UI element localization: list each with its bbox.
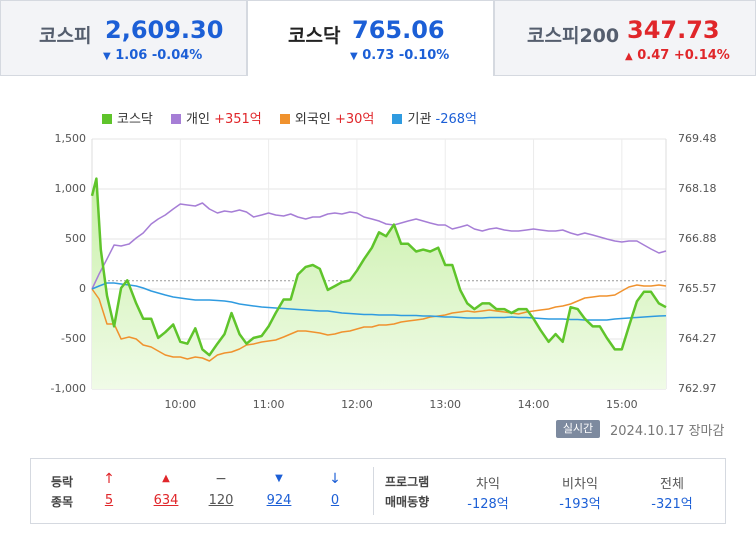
kosdaq-area-fill bbox=[92, 178, 666, 389]
legend-label: 기관 bbox=[407, 112, 432, 127]
program-value-total: -321억 bbox=[651, 497, 693, 512]
left-tick-label: 500 bbox=[65, 232, 86, 245]
breadth-fall[interactable]: ▼ 924 bbox=[259, 471, 299, 508]
down-arrow-icon: ↓ bbox=[329, 471, 341, 487]
breadth-count[interactable]: 5 bbox=[104, 493, 114, 508]
tab-kosdaq-name: 코스닥 bbox=[288, 25, 341, 47]
down-triangle-icon: ▼ bbox=[350, 51, 358, 62]
tab-kospi200-change: ▲ 0.47 +0.14% bbox=[625, 48, 730, 63]
right-tick-label: 765.57 bbox=[678, 282, 717, 295]
x-tick-label: 15:00 bbox=[605, 398, 638, 411]
legend-item-kosdaq[interactable]: 코스닥 bbox=[102, 108, 153, 127]
tab-kospi-value: 2,609.30 bbox=[105, 16, 224, 44]
tab-kosdaq[interactable]: 코스닥 765.06 ▼ 0.73 -0.10% bbox=[247, 0, 494, 76]
legend-label: 외국인 bbox=[294, 112, 331, 127]
up-triangle-icon: ▲ bbox=[162, 473, 170, 484]
legend-item-institution[interactable]: 기관 -268억 bbox=[392, 108, 477, 127]
series-line-foreign bbox=[91, 284, 667, 362]
breadth-count[interactable]: 634 bbox=[153, 493, 179, 508]
program-label-2: 매매동향 bbox=[385, 495, 430, 509]
tab-kospi200-name: 코스피200 bbox=[527, 25, 620, 47]
program-header-non-arbitrage: 비차익 bbox=[562, 477, 598, 492]
x-tick-label: 12:00 bbox=[341, 398, 373, 411]
left-tick-label: 0 bbox=[79, 282, 86, 295]
tab-kospi-name: 코스피 bbox=[39, 25, 92, 47]
down-triangle-icon: ▼ bbox=[275, 473, 283, 484]
tab-kospi200-change-text: 0.47 +0.14% bbox=[637, 48, 730, 63]
up-triangle-icon: ▲ bbox=[625, 51, 633, 62]
breadth-flat[interactable]: − 120 bbox=[201, 471, 241, 508]
kosdaq-area bbox=[92, 178, 666, 389]
legend-item-individual[interactable]: 개인 +351억 bbox=[171, 108, 262, 127]
legend-swatch bbox=[279, 114, 290, 124]
left-tick-label: 1,000 bbox=[54, 182, 87, 195]
right-tick-label: 762.97 bbox=[678, 382, 717, 395]
right-tick-label: 769.48 bbox=[678, 132, 717, 145]
legend-item-foreign[interactable]: 외국인 +30억 bbox=[279, 108, 375, 127]
legend-label: 개인 bbox=[186, 112, 210, 127]
tab-kospi200[interactable]: 코스피200 347.73 ▲ 0.47 +0.14% bbox=[494, 0, 756, 76]
down-triangle-icon: ▼ bbox=[103, 51, 111, 62]
series-line-kosdaq bbox=[90, 177, 667, 357]
program-header-total: 전체 bbox=[660, 477, 684, 492]
series-line-institution bbox=[91, 282, 667, 321]
program-header-arbitrage: 차익 bbox=[476, 477, 500, 492]
legend-value: -268억 bbox=[435, 112, 478, 127]
breadth-count[interactable]: 924 bbox=[266, 493, 292, 508]
x-tick-label: 10:00 bbox=[164, 398, 197, 411]
breadth-upper-limit[interactable]: ↑ 5 bbox=[89, 471, 129, 508]
chart-legend: 코스닥 개인 +351억 외국인 +30억 기관 -268억 bbox=[102, 108, 491, 127]
breadth-count[interactable]: 0 bbox=[330, 493, 340, 508]
x-tick-label: 11:00 bbox=[252, 398, 285, 411]
right-tick-label: 764.27 bbox=[678, 332, 717, 345]
divider bbox=[373, 467, 374, 515]
legend-swatch bbox=[392, 114, 403, 124]
market-stats: 등락 종목 ↑ 5 ▲ 634 − 120 ▼ 924 ↓ 0 프로그램 매매동… bbox=[30, 458, 726, 524]
tab-kospi[interactable]: 코스피 2,609.30 ▼ 1.06 -0.04% bbox=[0, 0, 247, 76]
x-tick-label: 13:00 bbox=[429, 398, 462, 411]
legend-swatch bbox=[102, 114, 112, 124]
left-tick-label: -1,000 bbox=[50, 382, 86, 395]
market-session: 장마감 bbox=[688, 424, 725, 439]
breadth-rise[interactable]: ▲ 634 bbox=[146, 471, 186, 508]
chart-lines bbox=[90, 177, 667, 362]
chart-date-value: 2024.10.17 bbox=[610, 424, 685, 439]
tab-kospi-change-text: 1.06 -0.04% bbox=[115, 48, 203, 63]
program-value-arbitrage: -128억 bbox=[467, 497, 509, 512]
chart-date: 2024.10.17 장마감 bbox=[610, 420, 724, 439]
realtime-badge[interactable]: 실시간 bbox=[556, 420, 600, 438]
program-value-non-arbitrage: -193억 bbox=[559, 497, 601, 512]
series-line-individual bbox=[91, 202, 667, 290]
x-tick-label: 14:00 bbox=[517, 398, 550, 411]
legend-value: +30억 bbox=[334, 112, 375, 127]
index-tabs: 코스피 2,609.30 ▼ 1.06 -0.04% 코스닥 765.06 ▼ … bbox=[0, 0, 756, 78]
tab-kospi-change: ▼ 1.06 -0.04% bbox=[103, 48, 202, 63]
breadth-label-2: 종목 bbox=[51, 495, 74, 509]
tab-kospi200-value: 347.73 bbox=[627, 16, 720, 44]
dash-icon: − bbox=[215, 471, 227, 487]
left-tick-label: -500 bbox=[61, 332, 86, 345]
legend-label: 코스닥 bbox=[117, 112, 153, 127]
left-tick-label: 1,500 bbox=[54, 132, 87, 145]
right-tick-label: 766.88 bbox=[678, 232, 717, 245]
up-arrow-icon: ↑ bbox=[103, 471, 115, 487]
right-tick-label: 768.18 bbox=[678, 182, 717, 195]
breadth-count[interactable]: 120 bbox=[208, 493, 234, 508]
breadth-lower-limit[interactable]: ↓ 0 bbox=[315, 471, 355, 508]
program-label-1: 프로그램 bbox=[385, 475, 430, 489]
legend-value: +351억 bbox=[214, 112, 262, 127]
breadth-label-1: 등락 bbox=[51, 475, 74, 489]
tab-kosdaq-change: ▼ 0.73 -0.10% bbox=[350, 48, 449, 63]
tab-kosdaq-value: 765.06 bbox=[352, 16, 445, 44]
legend-swatch bbox=[171, 114, 182, 124]
intraday-chart[interactable] bbox=[0, 0, 756, 450]
tab-kosdaq-change-text: 0.73 -0.10% bbox=[362, 48, 450, 63]
